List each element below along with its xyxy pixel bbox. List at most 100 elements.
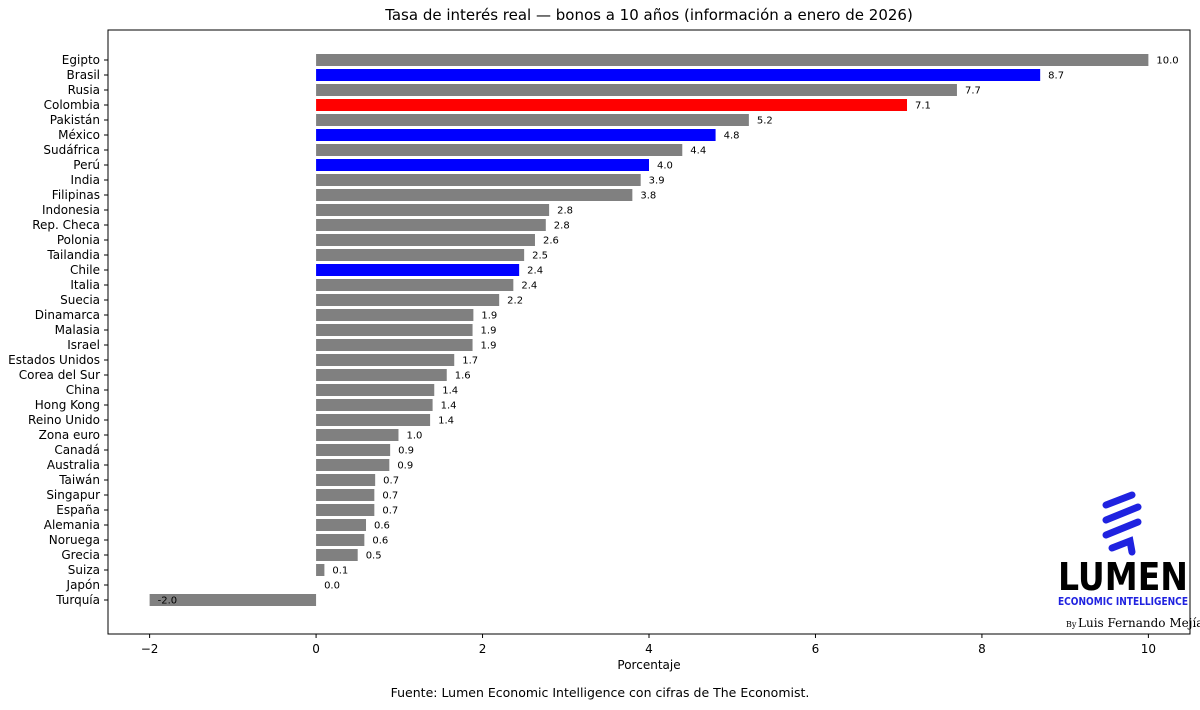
value-label: 1.6 (455, 371, 471, 382)
x-tick-label: 4 (645, 642, 653, 656)
chart-title: Tasa de interés real — bonos a 10 años (… (384, 6, 913, 24)
category-label: Colombia (44, 98, 100, 112)
value-label: 7.7 (965, 86, 981, 97)
lumen-logo: LUMEN ECONOMIC INTELLIGENCE By Luis Fern… (1058, 491, 1200, 630)
bar (316, 369, 447, 381)
category-label: Sudáfrica (43, 143, 100, 157)
lumen-coil-icon (1102, 491, 1142, 556)
category-label: Israel (67, 338, 100, 352)
bar (316, 54, 1149, 66)
category-label: Corea del Sur (19, 368, 100, 382)
category-label: Pakistán (50, 113, 100, 127)
value-label: 0.9 (398, 446, 414, 457)
bar (316, 294, 500, 306)
category-label: España (56, 503, 100, 517)
bar (316, 519, 367, 531)
x-tick-label: 10 (1141, 642, 1156, 656)
category-label: Grecia (61, 548, 100, 562)
category-label: Reino Unido (28, 413, 100, 427)
value-label: -2.0 (158, 596, 178, 607)
bar (316, 459, 390, 471)
plot-frame (107, 29, 1191, 635)
category-label: Brasil (67, 68, 100, 82)
bar (316, 174, 641, 186)
value-label: 0.1 (332, 566, 348, 577)
category-label: Noruega (49, 533, 100, 547)
bar (316, 114, 749, 126)
value-label: 1.4 (438, 416, 454, 427)
value-label: 2.5 (532, 251, 548, 262)
category-label: India (71, 173, 100, 187)
value-labels: 10.0 8.7 7.7 7.1 5.2 4.8 4.4 4.0 3.9 3.8 2.8 2.8 2.6… (158, 56, 1179, 607)
category-label: Indonesia (42, 203, 100, 217)
category-label: Egipto (62, 53, 100, 67)
bar (316, 234, 535, 246)
category-label: Malasia (55, 323, 100, 337)
bar (316, 429, 399, 441)
x-axis: −2 0 2 4 6 8 10 (141, 634, 1156, 656)
category-label: Polonia (57, 233, 100, 247)
bar (316, 534, 365, 546)
value-label: 0.9 (397, 461, 413, 472)
bar (316, 99, 908, 111)
category-label: México (58, 128, 100, 142)
bar (316, 129, 716, 141)
value-label: 0.7 (383, 476, 399, 487)
value-label: 0.7 (382, 506, 398, 517)
x-tick-label: 8 (978, 642, 986, 656)
logo-wordmark: LUMEN (1058, 555, 1188, 599)
value-label: 2.8 (557, 206, 573, 217)
value-label: 4.4 (690, 146, 706, 157)
value-label: 1.4 (441, 401, 457, 412)
category-label: Tailandia (46, 248, 100, 262)
value-label: 0.7 (382, 491, 398, 502)
category-label: Alemania (44, 518, 100, 532)
value-label: 0.5 (366, 551, 382, 562)
value-label: 0.0 (324, 581, 340, 592)
logo-author: Luis Fernando Mejía (1078, 616, 1200, 630)
value-label: 4.8 (724, 131, 740, 142)
bars-group (149, 54, 1149, 606)
logo-by-prefix: By (1066, 620, 1077, 629)
logo-subtitle: ECONOMIC INTELLIGENCE (1058, 596, 1188, 608)
bar (316, 144, 683, 156)
bar (316, 204, 550, 216)
value-label: 1.9 (481, 341, 497, 352)
bar (316, 339, 473, 351)
value-label: 2.4 (527, 266, 543, 277)
bar (316, 219, 546, 231)
value-label: 2.4 (521, 281, 537, 292)
category-label: Perú (73, 158, 100, 172)
category-label: Japón (66, 578, 100, 592)
value-label: 2.2 (507, 296, 523, 307)
category-label: Singapur (46, 488, 100, 502)
category-label: Suiza (68, 563, 100, 577)
category-label: Canadá (54, 443, 100, 457)
bar (316, 279, 514, 291)
value-label: 0.6 (372, 536, 388, 547)
bar (316, 564, 325, 576)
category-label: Hong Kong (35, 398, 100, 412)
x-tick-label: −2 (141, 642, 159, 656)
bar (316, 504, 375, 516)
category-label: Filipinas (52, 188, 100, 202)
category-label: China (66, 383, 100, 397)
category-label: Rep. Checa (32, 218, 100, 232)
bar (316, 309, 474, 321)
category-label: Rusia (68, 83, 100, 97)
bar (316, 264, 520, 276)
value-label: 5.2 (757, 116, 773, 127)
bar (316, 249, 525, 261)
x-tick-label: 0 (312, 642, 320, 656)
value-label: 3.8 (640, 191, 656, 202)
category-label: Estados Unidos (8, 353, 100, 367)
value-label: 7.1 (915, 101, 931, 112)
value-label: 2.6 (543, 236, 559, 247)
bar (316, 474, 376, 486)
category-label: Zona euro (39, 428, 100, 442)
category-label: Turquía (55, 593, 100, 607)
bar (316, 444, 391, 456)
category-label: Suecia (60, 293, 100, 307)
value-label: 0.6 (374, 521, 390, 532)
bar (316, 189, 633, 201)
